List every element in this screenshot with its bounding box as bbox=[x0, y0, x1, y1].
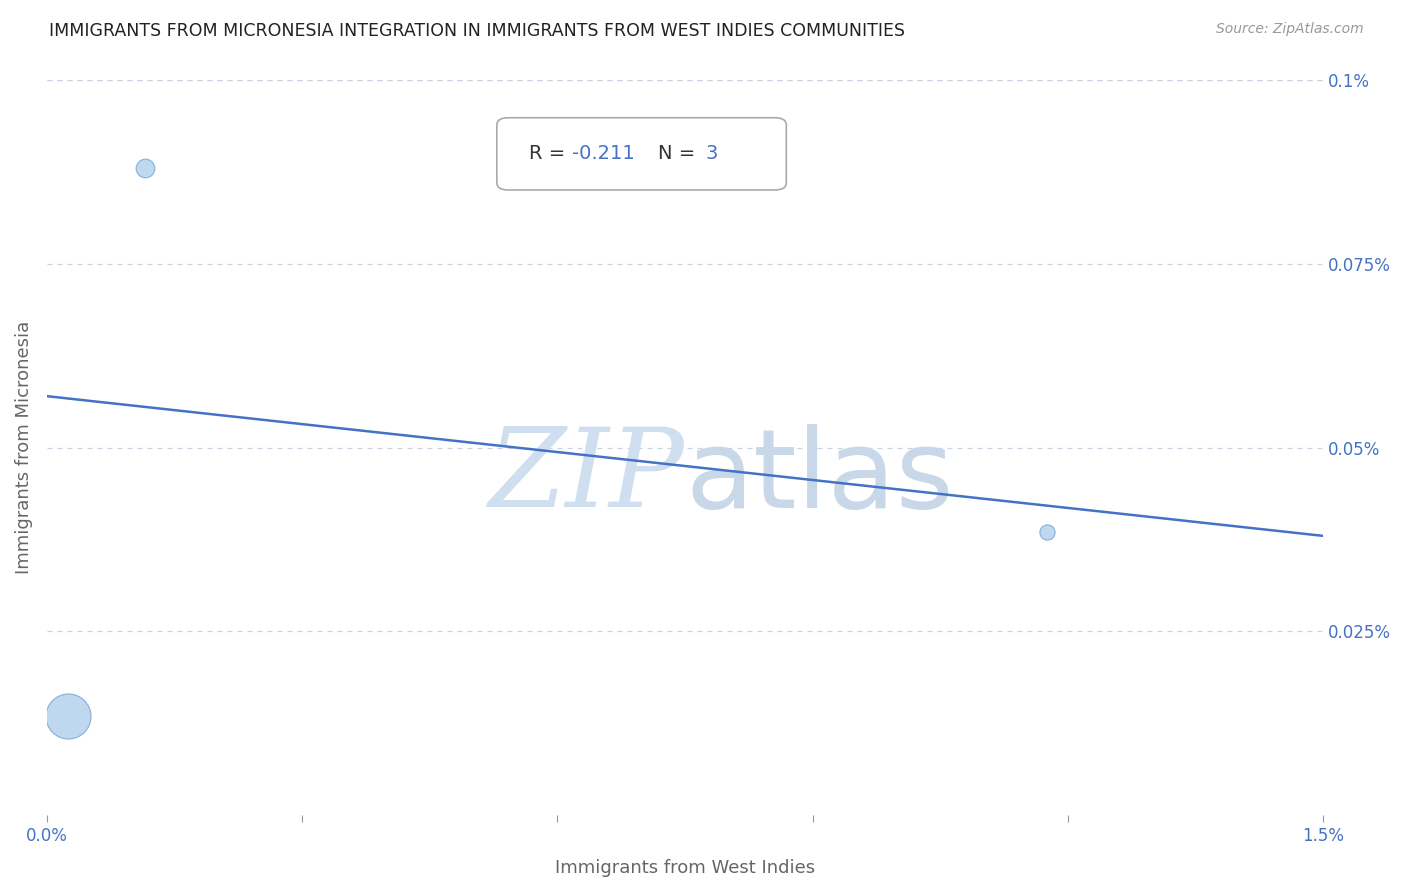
Text: Source: ZipAtlas.com: Source: ZipAtlas.com bbox=[1216, 22, 1364, 37]
Text: IMMIGRANTS FROM MICRONESIA INTEGRATION IN IMMIGRANTS FROM WEST INDIES COMMUNITIE: IMMIGRANTS FROM MICRONESIA INTEGRATION I… bbox=[49, 22, 905, 40]
Point bbox=[56, 709, 79, 723]
Text: N =: N = bbox=[658, 145, 702, 163]
Point bbox=[134, 161, 156, 176]
Text: 3: 3 bbox=[706, 145, 718, 163]
Text: -0.211: -0.211 bbox=[572, 145, 636, 163]
Text: ZIP: ZIP bbox=[489, 424, 685, 531]
Y-axis label: Immigrants from Micronesia: Immigrants from Micronesia bbox=[15, 321, 32, 574]
Text: R =: R = bbox=[530, 145, 572, 163]
Text: atlas: atlas bbox=[685, 424, 953, 531]
X-axis label: Immigrants from West Indies: Immigrants from West Indies bbox=[555, 859, 815, 877]
Point bbox=[1035, 525, 1057, 540]
